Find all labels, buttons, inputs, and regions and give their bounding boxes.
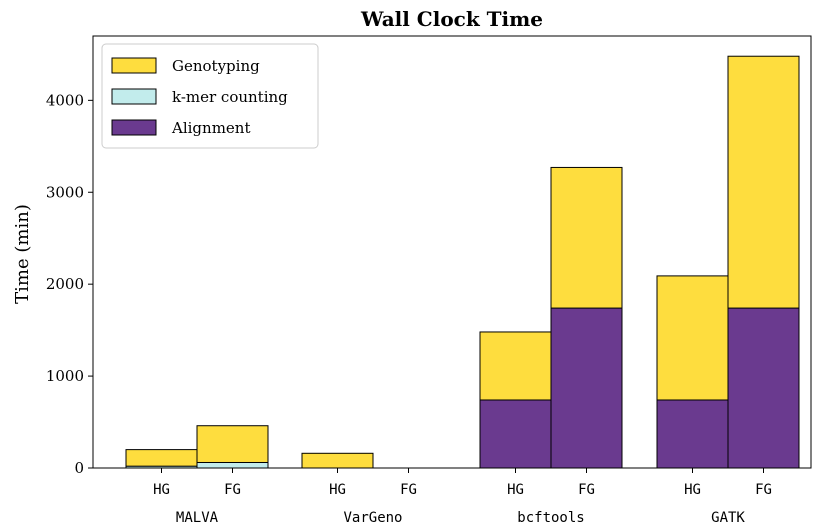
x-group-label: bcftools bbox=[517, 510, 584, 526]
bar-gatk-fg-genotyping bbox=[728, 56, 799, 308]
x-tick-label: FG bbox=[578, 482, 595, 498]
bar-bcftools-fg-alignment bbox=[551, 308, 622, 468]
bar-gatk-fg-alignment bbox=[728, 308, 799, 468]
bar-vargeno-hg-genotyping bbox=[302, 453, 373, 468]
y-tick-label: 4000 bbox=[46, 91, 84, 109]
x-tick-label: HG bbox=[153, 482, 170, 498]
legend-swatch-alignment bbox=[112, 120, 156, 135]
bar-malva-fg-k-mer-counting bbox=[197, 462, 268, 468]
x-tick-label: HG bbox=[684, 482, 701, 498]
y-axis-label: Time (min) bbox=[12, 204, 33, 304]
bar-bcftools-hg-genotyping bbox=[480, 332, 551, 400]
x-tick-label: HG bbox=[329, 482, 346, 498]
y-axis: 0 1000 2000 3000 4000 bbox=[46, 91, 93, 477]
y-tick-label: 0 bbox=[74, 459, 84, 477]
legend-swatch-k-mer-counting bbox=[112, 89, 156, 104]
bar-malva-hg-genotyping bbox=[126, 450, 197, 467]
legend-swatch-genotyping bbox=[112, 58, 156, 73]
bar-malva-fg-genotyping bbox=[197, 426, 268, 463]
bar-gatk-hg-alignment bbox=[657, 400, 728, 468]
x-group-label: VarGeno bbox=[343, 510, 402, 526]
y-tick-label: 1000 bbox=[46, 367, 84, 385]
bar-bcftools-fg-genotyping bbox=[551, 167, 622, 308]
x-tick-label: HG bbox=[507, 482, 524, 498]
y-tick-label: 2000 bbox=[46, 275, 84, 293]
legend-label-alignment: Alignment bbox=[171, 119, 250, 137]
x-axis: HG FG MALVA HG FG VarGeno HG FG bcftools HG FG GATK bbox=[153, 468, 772, 526]
legend: Genotyping k-mer counting Alignment bbox=[102, 44, 318, 148]
bar-gatk-hg-genotyping bbox=[657, 276, 728, 400]
x-tick-label: FG bbox=[400, 482, 417, 498]
legend-label-genotyping: Genotyping bbox=[172, 57, 260, 75]
x-group-label: MALVA bbox=[176, 510, 219, 526]
bar-bcftools-hg-alignment bbox=[480, 400, 551, 468]
x-tick-label: FG bbox=[224, 482, 241, 498]
legend-label-k-mer-counting: k-mer counting bbox=[172, 88, 288, 106]
x-group-label: GATK bbox=[711, 510, 745, 526]
chart-title: Wall Clock Time bbox=[360, 7, 543, 31]
x-tick-label: FG bbox=[755, 482, 772, 498]
y-tick-label: 3000 bbox=[46, 183, 84, 201]
